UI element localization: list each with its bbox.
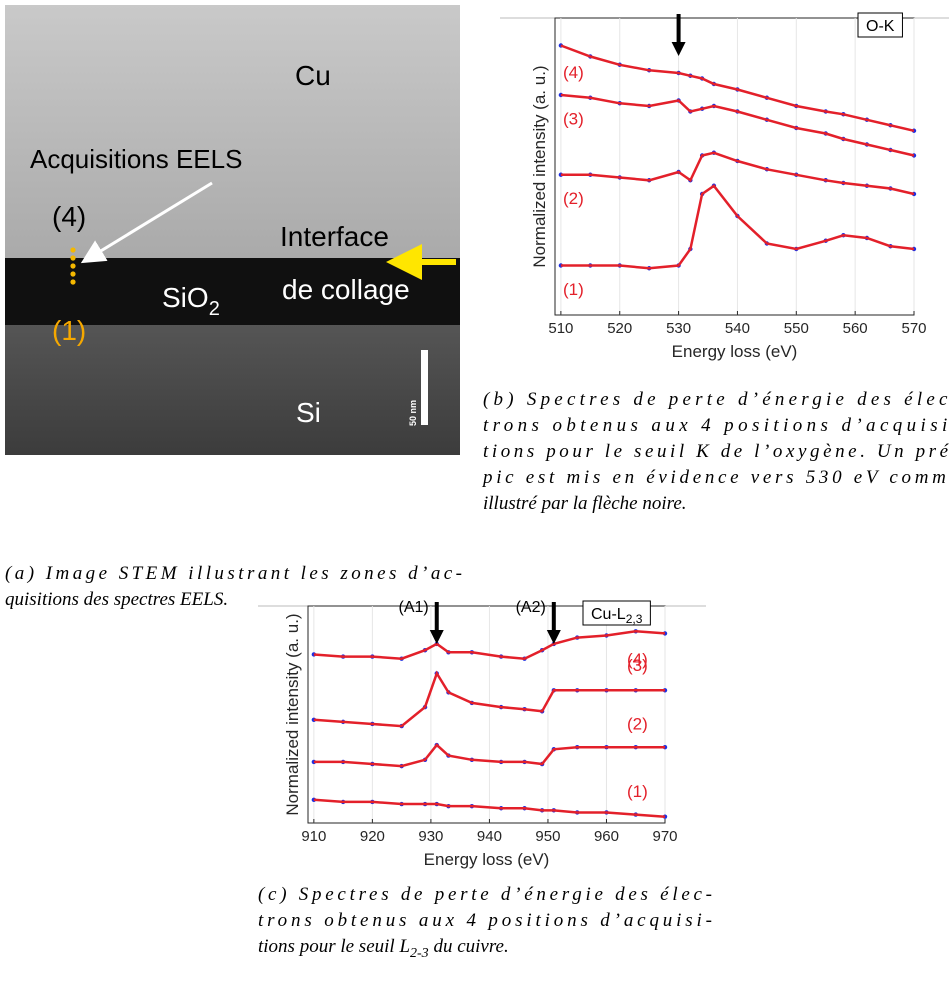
caption-sub: 2-3 <box>410 946 429 961</box>
arrow-label: (A1) <box>399 599 429 616</box>
x-tick-label: 910 <box>301 828 326 845</box>
tag-box <box>582 600 651 626</box>
caption-line: (b) Spectres de perte d’énergie des élec… <box>483 389 949 410</box>
sio2-sub: 2 <box>209 298 220 320</box>
scale-label: 50 nm <box>408 400 418 426</box>
tag-base: O-K <box>866 18 895 35</box>
spectrum-chart: 910 920 930 940 950 960 970 Energy loss (eV) Nor… <box>258 599 706 869</box>
tag-sub: 2,3 <box>626 612 643 626</box>
white-arrow <box>80 181 213 264</box>
caption-line: tions pour le seuil L2-3 du cuivre. <box>258 936 509 961</box>
tag-text: Cu-L2,3 <box>591 606 643 626</box>
caption-part: du cuivre. <box>429 936 509 957</box>
fit-line <box>560 44 915 133</box>
si-region <box>5 325 460 455</box>
label-acq: Acquisitions EELS <box>30 144 242 174</box>
arrow-head <box>546 630 561 644</box>
tag-base: Cu-L <box>591 606 626 623</box>
fit-line <box>313 743 665 768</box>
x-tick-label: 940 <box>477 828 502 845</box>
label-p4: (4) <box>52 201 86 232</box>
edge-tag: Cu-L2,3 <box>582 600 651 626</box>
series-label: (4) <box>563 63 584 82</box>
series-label: (3) <box>627 656 648 675</box>
x-tick-label: 540 <box>725 320 750 337</box>
fit-line <box>313 798 666 818</box>
x-tick-label: 530 <box>666 320 691 337</box>
series-label: (1) <box>563 280 584 299</box>
stem-image: Cu Acquisitions EELS (4) Interface de co… <box>5 5 460 455</box>
fit-line <box>560 93 915 157</box>
label-p1: (1) <box>52 315 86 346</box>
sio2-region <box>5 258 460 325</box>
x-tick-label: 570 <box>901 320 926 337</box>
label-sio2: SiO2 <box>162 282 220 320</box>
x-tick-label: 920 <box>360 828 385 845</box>
caption-line: (a) Image STEM illustrant les zones d’ac… <box>5 563 462 584</box>
caption-line: (c) Spectres de perte d’énergie des élec… <box>258 884 712 905</box>
caption-line: trons obtenus aux 4 positions d’acquisi- <box>483 415 949 436</box>
caption-line: illustré par la flèche noire. <box>483 493 687 514</box>
x-tick-label: 520 <box>607 320 632 337</box>
label-si: Si <box>296 397 321 428</box>
caption-line: trons obtenus aux 4 positions d’acquisi- <box>258 910 712 931</box>
y-axis-label: Normalized intensity (a. u.) <box>283 613 302 815</box>
caption-line: quisitions des spectres EELS. <box>5 589 228 610</box>
x-tick-label: 930 <box>418 828 443 845</box>
caption-line: tions pour le seuil K de l’oxygène. Un p… <box>483 441 949 462</box>
fit-line <box>313 670 665 728</box>
series-label: (4) <box>627 650 648 669</box>
series-label: (1) <box>627 782 648 801</box>
fit-line <box>313 630 666 660</box>
caption-c: tions pour le seuil L2-3 du cuivre. (c) … <box>258 884 712 961</box>
label-cu: Cu <box>295 60 331 91</box>
x-tick-label: 550 <box>784 320 809 337</box>
fit-line <box>560 151 915 196</box>
series-label: (2) <box>627 715 648 734</box>
arrow-label: (A2) <box>516 599 546 616</box>
acq-points <box>70 247 76 285</box>
caption-a: (a) Image STEM illustrant les zones d’ac… <box>5 563 462 610</box>
plot-area <box>307 605 666 824</box>
arrow-head <box>671 42 686 56</box>
label-collage: de collage <box>282 274 410 305</box>
label-interface: Interface <box>280 221 389 252</box>
x-tick-label: 510 <box>548 320 573 337</box>
x-tick-label: 560 <box>843 320 868 337</box>
spectrum-chart: 510 520 530 540 550 560 570 Energy loss (eV) Nor… <box>500 12 949 361</box>
tag-text: O-K <box>866 18 895 35</box>
fit-line <box>560 184 915 270</box>
x-axis-label: Energy loss (eV) <box>424 850 550 869</box>
series-label: (3) <box>563 109 584 128</box>
x-tick-label: 970 <box>652 828 677 845</box>
x-tick-label: 950 <box>535 828 560 845</box>
sio2-base: SiO <box>162 282 209 313</box>
caption-line: pic est mis en évidence vers 530 eV comm… <box>481 467 949 488</box>
x-axis-label: Energy loss (eV) <box>672 342 798 361</box>
x-tick-label: 960 <box>594 828 619 845</box>
arrow-head <box>429 630 444 644</box>
scale-bar <box>421 350 428 425</box>
series-label: (2) <box>563 189 584 208</box>
edge-tag: O-K <box>857 12 903 38</box>
cu-region <box>5 5 460 258</box>
y-axis-label: Normalized intensity (a. u.) <box>530 65 549 267</box>
caption-part: tions pour le seuil L <box>258 936 410 957</box>
caption-b: (b) Spectres de perte d’énergie des élec… <box>481 389 949 514</box>
tag-box <box>857 12 903 38</box>
